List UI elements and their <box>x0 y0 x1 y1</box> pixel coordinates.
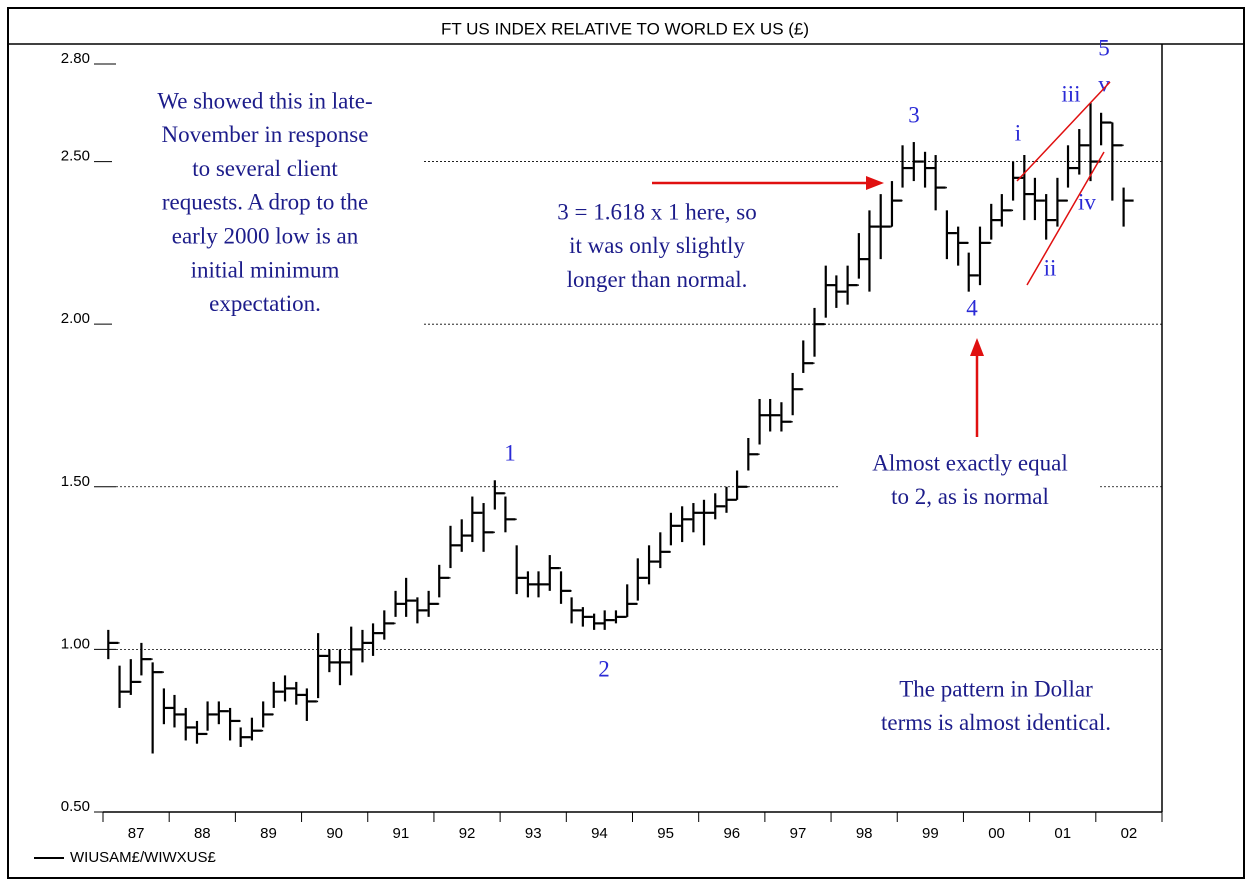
note-line: terms is almost identical. <box>881 710 1111 735</box>
x-tick-label: 91 <box>393 825 410 842</box>
x-tick-label: 92 <box>459 825 476 842</box>
wave-label: 3 <box>908 102 920 127</box>
note-bg <box>840 672 1150 746</box>
note-line: November in response <box>162 122 369 147</box>
y-tick-label: 2.80 <box>61 50 90 67</box>
note-line: expectation. <box>209 291 321 316</box>
note-line: longer than normal. <box>567 267 748 292</box>
x-tick-label: 95 <box>657 825 674 842</box>
note-line: to several client <box>192 156 338 181</box>
wave-label: 5 <box>1098 35 1110 60</box>
x-tick-label: 93 <box>525 825 542 842</box>
arrow-head <box>970 338 984 356</box>
x-tick-label: 88 <box>194 825 211 842</box>
x-tick-label: 96 <box>723 825 740 842</box>
note-line: to 2, as is normal <box>891 484 1049 509</box>
x-tick-label: 02 <box>1121 825 1138 842</box>
x-tick-label: 90 <box>326 825 343 842</box>
x-tick-label: 98 <box>856 825 873 842</box>
note-line: 3 = 1.618 x 1 here, so <box>557 199 757 224</box>
wedge-line <box>1026 151 1105 286</box>
x-tick-label: 01 <box>1054 825 1071 842</box>
note-line: The pattern in Dollar <box>899 676 1093 701</box>
note-line: We showed this in late- <box>157 88 372 113</box>
y-tick-label: 2.50 <box>61 148 90 165</box>
arrow-head <box>866 176 884 190</box>
note-line: Almost exactly equal <box>872 450 1067 475</box>
wave-label: iii <box>1061 81 1080 106</box>
chart-title: FT US INDEX RELATIVE TO WORLD EX US (£) <box>441 19 809 38</box>
wave-label: ii <box>1044 255 1057 280</box>
note-line: early 2000 low is an <box>172 223 359 248</box>
y-tick-label: 1.00 <box>61 635 90 652</box>
note-bg <box>840 446 1100 520</box>
y-tick-label: 2.00 <box>61 310 90 327</box>
note-bg <box>520 196 800 306</box>
x-tick-label: 99 <box>922 825 939 842</box>
wave-label: i <box>1015 120 1021 145</box>
wave-label: iv <box>1078 189 1096 214</box>
y-tick-label: 1.50 <box>61 473 90 490</box>
outer-frame <box>7 7 1245 879</box>
wave-label: 1 <box>504 440 516 465</box>
wave-label: v <box>1098 71 1110 96</box>
wedge-line <box>1016 81 1111 182</box>
legend-label: WIUSAM£/WIWXUS£ <box>70 849 216 866</box>
x-tick-label: 89 <box>260 825 277 842</box>
note-bg <box>112 82 422 332</box>
note-line: it was only slightly <box>569 233 745 258</box>
x-tick-label: 00 <box>988 825 1005 842</box>
note-line: initial minimum <box>191 257 340 282</box>
wave-label: 2 <box>598 656 610 681</box>
x-tick-label: 87 <box>128 825 145 842</box>
wave-label: 4 <box>966 295 978 320</box>
y-tick-label: 0.50 <box>61 798 90 815</box>
note-line: requests. A drop to the <box>162 190 368 215</box>
x-tick-label: 97 <box>790 825 807 842</box>
x-tick-label: 94 <box>591 825 608 842</box>
